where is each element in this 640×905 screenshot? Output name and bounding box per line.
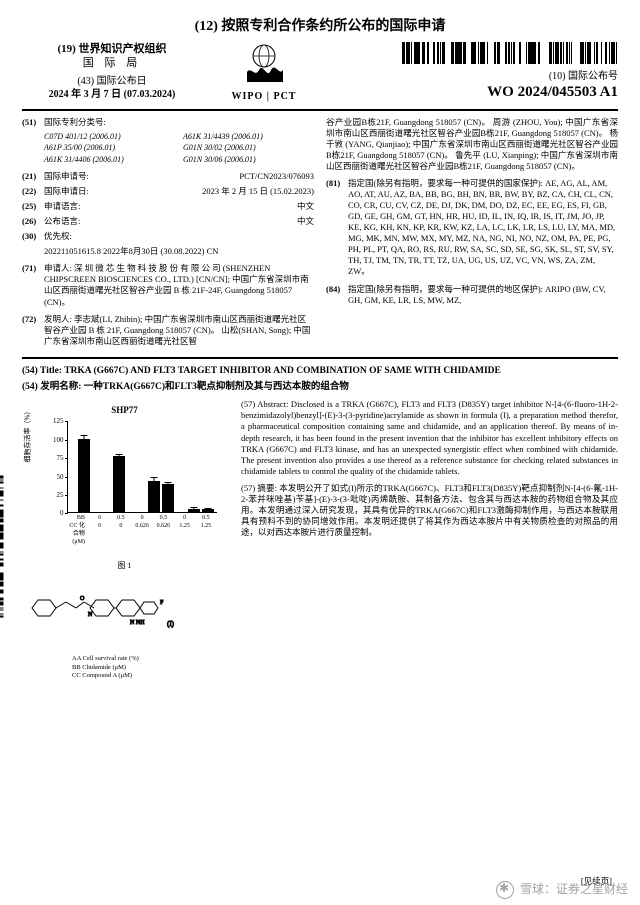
barcode-icon xyxy=(326,42,618,64)
ytick: 50 xyxy=(46,473,64,482)
label-71: 申请人: xyxy=(44,263,72,273)
side-barcode-icon xyxy=(0,473,3,618)
bar-group xyxy=(113,456,125,512)
svg-text:O: O xyxy=(80,596,85,602)
bar xyxy=(113,456,125,512)
doc-kind-title: (12) 按照专利合作条约所公布的国际申请 xyxy=(22,18,618,36)
svg-text:F: F xyxy=(160,600,164,606)
abstract-en: (57) Abstract: Disclosed is a TRKA (G667… xyxy=(241,399,618,476)
chemical-structure-icon: O N F N NH (I) xyxy=(22,580,182,640)
chart-ylabel: 细胞存活率（%） xyxy=(23,407,32,462)
bar-group xyxy=(78,439,90,513)
org-line-2: 国 际 局 xyxy=(22,56,202,70)
label-72: 发明人: xyxy=(44,314,72,324)
ipc-class: A61K 31/4406 (2006.01) xyxy=(44,155,175,165)
divider xyxy=(22,357,618,359)
inventors-continued: 谷产业园B栋21F, Guangdong 518057 (CN)。 周游 (ZH… xyxy=(326,117,618,172)
label-81: 指定国(除另有指明，要求每一种可提供的国家保护): xyxy=(348,178,543,188)
code-30: (30) xyxy=(22,231,44,242)
ytick: 125 xyxy=(46,417,64,426)
applicant-text: 申请人: 深 圳 微 芯 生 物 科 技 股 份 有 限 公 司 (SHENZH… xyxy=(44,263,314,307)
bar xyxy=(148,481,160,512)
code-84: (84) xyxy=(326,284,348,306)
chart-title: SHP77 xyxy=(25,405,225,417)
abstract-section: SHP77 细胞存活率（%） 0 25 50 75 100 125 BB00.500.50… xyxy=(22,399,618,680)
biblio-data: (51)国际专利分类号: C07D 401/12 (2006.01) A61K 3… xyxy=(22,117,618,353)
wipo-text: WIPO | PCT xyxy=(214,90,314,103)
label-51: 国际专利分类号: xyxy=(44,117,106,128)
code-51: (51) xyxy=(22,117,44,128)
code-22: (22) xyxy=(22,186,44,197)
code-71: (71) xyxy=(22,263,44,307)
label-26: 公布语言: xyxy=(44,216,106,227)
watermark-icon xyxy=(496,881,514,899)
code-72: (72) xyxy=(22,314,44,347)
header: (19) 世界知识产权组织 国 际 局 (43) 国际公布日 2024 年 3 … xyxy=(22,42,618,103)
title-en: (54) Title: TRKA (G667C) AND FLT3 TARGET… xyxy=(22,365,618,377)
watermark-text: 雪球：证券之星财经 xyxy=(520,882,628,898)
ipc-class: G01N 30/02 (2006.01) xyxy=(183,143,314,153)
ipc-class: C07D 401/12 (2006.01) xyxy=(44,132,175,142)
ytick: 100 xyxy=(46,436,64,445)
val-26: 中文 xyxy=(106,216,314,227)
code-26: (26) xyxy=(22,216,44,227)
pubdate-label: (43) 国际公布日 xyxy=(22,75,202,88)
ipc-classes: C07D 401/12 (2006.01) A61K 31/4439 (2006.… xyxy=(44,132,314,165)
svg-text:(I): (I) xyxy=(167,620,175,628)
legend-item: AA Cell survival rate (%) xyxy=(72,655,227,663)
bar-group xyxy=(148,481,174,512)
org-line-1: (19) 世界知识产权组织 xyxy=(22,42,202,56)
divider xyxy=(22,109,618,111)
chart-legend: AA Cell survival rate (%)BB Chidamide (μ… xyxy=(72,655,227,680)
fig-caption: 图 1 xyxy=(22,561,227,571)
title-cn: (54) 发明名称: 一种TRKA(G667C)和FLT3靶点抑制剂及其与西达本… xyxy=(22,381,618,393)
regional-protection: 指定国(除另有指明，要求每一种可提供的地区保护): ARIPO (BW, CV,… xyxy=(348,284,618,306)
label-22: 国际申请日: xyxy=(44,186,106,197)
bar xyxy=(202,509,214,512)
xrow: BB00.500.500.5 xyxy=(67,515,217,523)
code-21: (21) xyxy=(22,171,44,182)
ytick: 25 xyxy=(46,491,64,500)
wipo-logo-icon xyxy=(239,42,289,84)
ipc-class: G01N 30/06 (2006.01) xyxy=(183,155,314,165)
ipc-class: A61P 35/00 (2006.01) xyxy=(44,143,175,153)
xrow: CC 化合物(μM)000.6260.6261.251.25 xyxy=(67,523,217,546)
inventor-text: 发明人: 李志斌(LI, Zhibin); 中国广东省深圳市南山区西丽街道曙光社… xyxy=(44,314,314,347)
designated-states: 指定国(除另有指明，要求每一种可提供的国家保护): AE, AG, AL, AM… xyxy=(348,178,618,277)
label-25: 申请语言: xyxy=(44,201,106,212)
watermark: 雪球：证券之星财经 xyxy=(496,881,628,899)
abstract-cn: (57) 摘要: 本发明公开了如式(I)所示的TRKA(G667C)、FLT3和… xyxy=(241,483,618,538)
ytick: 0 xyxy=(46,509,64,518)
bar xyxy=(188,509,200,513)
val-25: 中文 xyxy=(106,201,314,212)
svg-text:N NH: N NH xyxy=(130,620,145,626)
label-21: 国际申请号: xyxy=(44,171,106,182)
val-71: 深 圳 微 芯 生 物 科 技 股 份 有 限 公 司 (SHENZHEN CH… xyxy=(44,263,309,306)
val-22: 2023 年 2 月 15 日 (15.02.2023) xyxy=(106,186,314,197)
val-21: PCT/CN2023/076093 xyxy=(106,171,314,182)
pubdate: 2024 年 3 月 7 日 (07.03.2024) xyxy=(22,88,202,101)
val-72: 李志斌(LI, Zhibin); 中国广东省深圳市南山区西丽街道曙光社区智谷产业… xyxy=(44,314,310,346)
bar-group xyxy=(188,509,214,513)
svg-text:N: N xyxy=(88,612,93,618)
ytick: 75 xyxy=(46,454,64,463)
code-25: (25) xyxy=(22,201,44,212)
legend-item: CC Compound A (μM) xyxy=(72,672,227,680)
pubno: WO 2024/045503 A1 xyxy=(326,83,618,103)
bar-chart: SHP77 细胞存活率（%） 0 25 50 75 100 125 BB00.500.50… xyxy=(25,405,225,555)
bar xyxy=(162,484,174,512)
label-84: 指定国(除另有指明，要求每一种可提供的地区保护): xyxy=(348,284,543,294)
bar xyxy=(78,439,90,513)
priority-line: 202211051615.8 2022年8月30日 (30.08.2022) C… xyxy=(44,246,314,257)
side-pubno: WO 2024/045503 A1 xyxy=(0,473,4,755)
label-30: 优先权: xyxy=(44,231,72,242)
legend-item: BB Chidamide (μM) xyxy=(72,664,227,672)
ipc-class: A61K 31/4439 (2006.01) xyxy=(183,132,314,142)
pubno-label: (10) 国际公布号 xyxy=(326,70,618,83)
code-81: (81) xyxy=(326,178,348,277)
val-81: AE, AG, AL, AM, AO, AT, AU, AZ, BA, BB, … xyxy=(348,178,615,276)
